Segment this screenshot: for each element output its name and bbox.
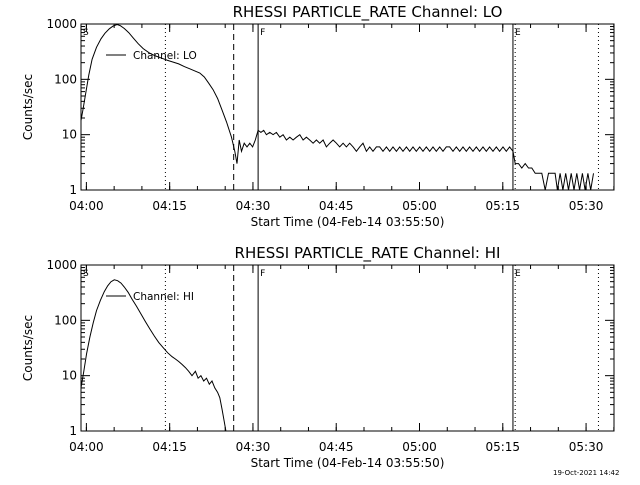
y-tick-label: 1 — [69, 424, 77, 438]
x-tick-label: 04:00 — [69, 440, 104, 454]
event-marker-label: F — [260, 269, 265, 279]
x-tick-label: 04:15 — [152, 440, 187, 454]
x-tick-label: 04:30 — [236, 440, 271, 454]
x-tick-label: 05:15 — [485, 440, 520, 454]
x-tick-label: 05:00 — [402, 199, 437, 213]
data-series-line — [80, 23, 594, 191]
plot-frame — [80, 23, 615, 191]
y-tick-label: 10 — [62, 128, 77, 142]
event-marker-label: S — [83, 269, 89, 279]
chart-panel-2: RHESSI PARTICLE_RATE Channel: HI 1 10 100 10… — [21, 244, 615, 470]
event-marker-label: E — [515, 269, 521, 279]
x-tick-label: 04:00 — [69, 199, 104, 213]
event-marker-label: S — [83, 28, 89, 38]
y-tick-label: 1000 — [46, 258, 77, 272]
x-axis-label: Start Time (04-Feb-14 03:55:50) — [251, 215, 445, 229]
chart-title: RHESSI PARTICLE_RATE Channel: HI — [235, 244, 501, 263]
y-axis-label: Counts/sec — [21, 74, 35, 140]
x-tick-label: 04:15 — [152, 199, 187, 213]
y-tick-label: 1 — [69, 183, 77, 197]
x-tick-label: 05:00 — [402, 440, 437, 454]
y-axis-label: Counts/sec — [21, 315, 35, 381]
x-tick-label: 05:30 — [569, 440, 604, 454]
y-tick-label: 100 — [54, 72, 77, 86]
chart-title: RHESSI PARTICLE_RATE Channel: LO — [233, 3, 503, 22]
x-tick-label: 04:45 — [319, 199, 354, 213]
legend-label: Channel: LO — [133, 50, 197, 62]
x-tick-label: 04:45 — [319, 440, 354, 454]
y-tick-label: 10 — [62, 369, 77, 383]
plot-frame — [80, 264, 615, 432]
y-tick-label: 100 — [54, 313, 77, 327]
chart-panel-1: RHESSI PARTICLE_RATE Channel: LO 1 10 100 10… — [21, 3, 615, 229]
event-marker-label: E — [515, 28, 521, 38]
x-tick-label: 04:30 — [236, 199, 271, 213]
timestamp: 19-Oct-2021 14:42 — [553, 469, 620, 477]
event-marker-label: F — [260, 28, 265, 38]
y-tick-label: 1000 — [46, 17, 77, 31]
x-tick-label: 05:15 — [485, 199, 520, 213]
legend-label: Channel: HI — [133, 291, 194, 303]
x-tick-label: 05:30 — [569, 199, 604, 213]
x-axis-label: Start Time (04-Feb-14 03:55:50) — [251, 456, 445, 470]
data-series-line — [80, 279, 227, 432]
